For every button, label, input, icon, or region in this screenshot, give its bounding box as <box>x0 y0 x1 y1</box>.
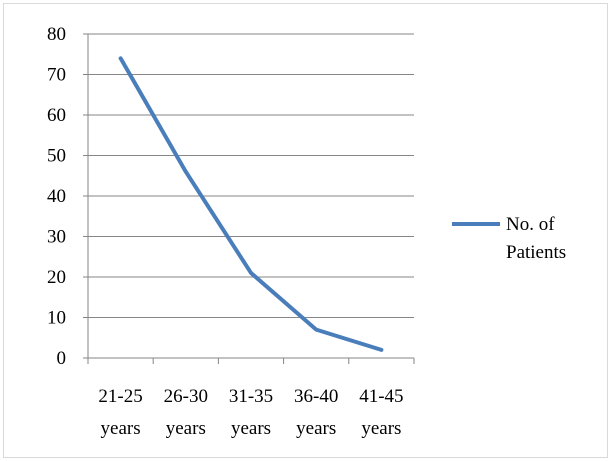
y-tick-label: 80 <box>47 24 66 45</box>
y-tick-label: 30 <box>47 227 66 248</box>
series-line <box>118 56 384 352</box>
y-tick-label: 50 <box>47 146 66 167</box>
y-tick-label: 20 <box>47 267 66 288</box>
x-tick-label: 36-40 years <box>294 386 338 439</box>
x-tick-label: 21-25 years <box>98 386 142 439</box>
y-tick-label: 70 <box>47 65 66 86</box>
y-tick-labels: 0 10 20 30 40 50 60 70 80 <box>47 24 66 369</box>
series-lines <box>118 56 384 352</box>
x-tick-label: 31-35 years <box>229 386 273 439</box>
y-tick-label: 60 <box>47 105 66 126</box>
axes <box>83 33 415 364</box>
chart-frame <box>3 3 608 458</box>
y-tick-label: 40 <box>47 186 66 207</box>
legend-label: No. of Patients <box>506 214 566 263</box>
y-tick-label: 0 <box>57 348 67 369</box>
gridlines <box>88 33 414 318</box>
x-tick-label: 26-30 years <box>164 386 208 439</box>
x-tick-label: 41-45 years <box>359 386 403 439</box>
legend: No. of Patients <box>452 214 566 263</box>
y-tick-label: 10 <box>47 308 66 329</box>
x-tick-labels: 21-25 years 26-30 years 31-35 years 36-40 years… <box>98 386 403 439</box>
